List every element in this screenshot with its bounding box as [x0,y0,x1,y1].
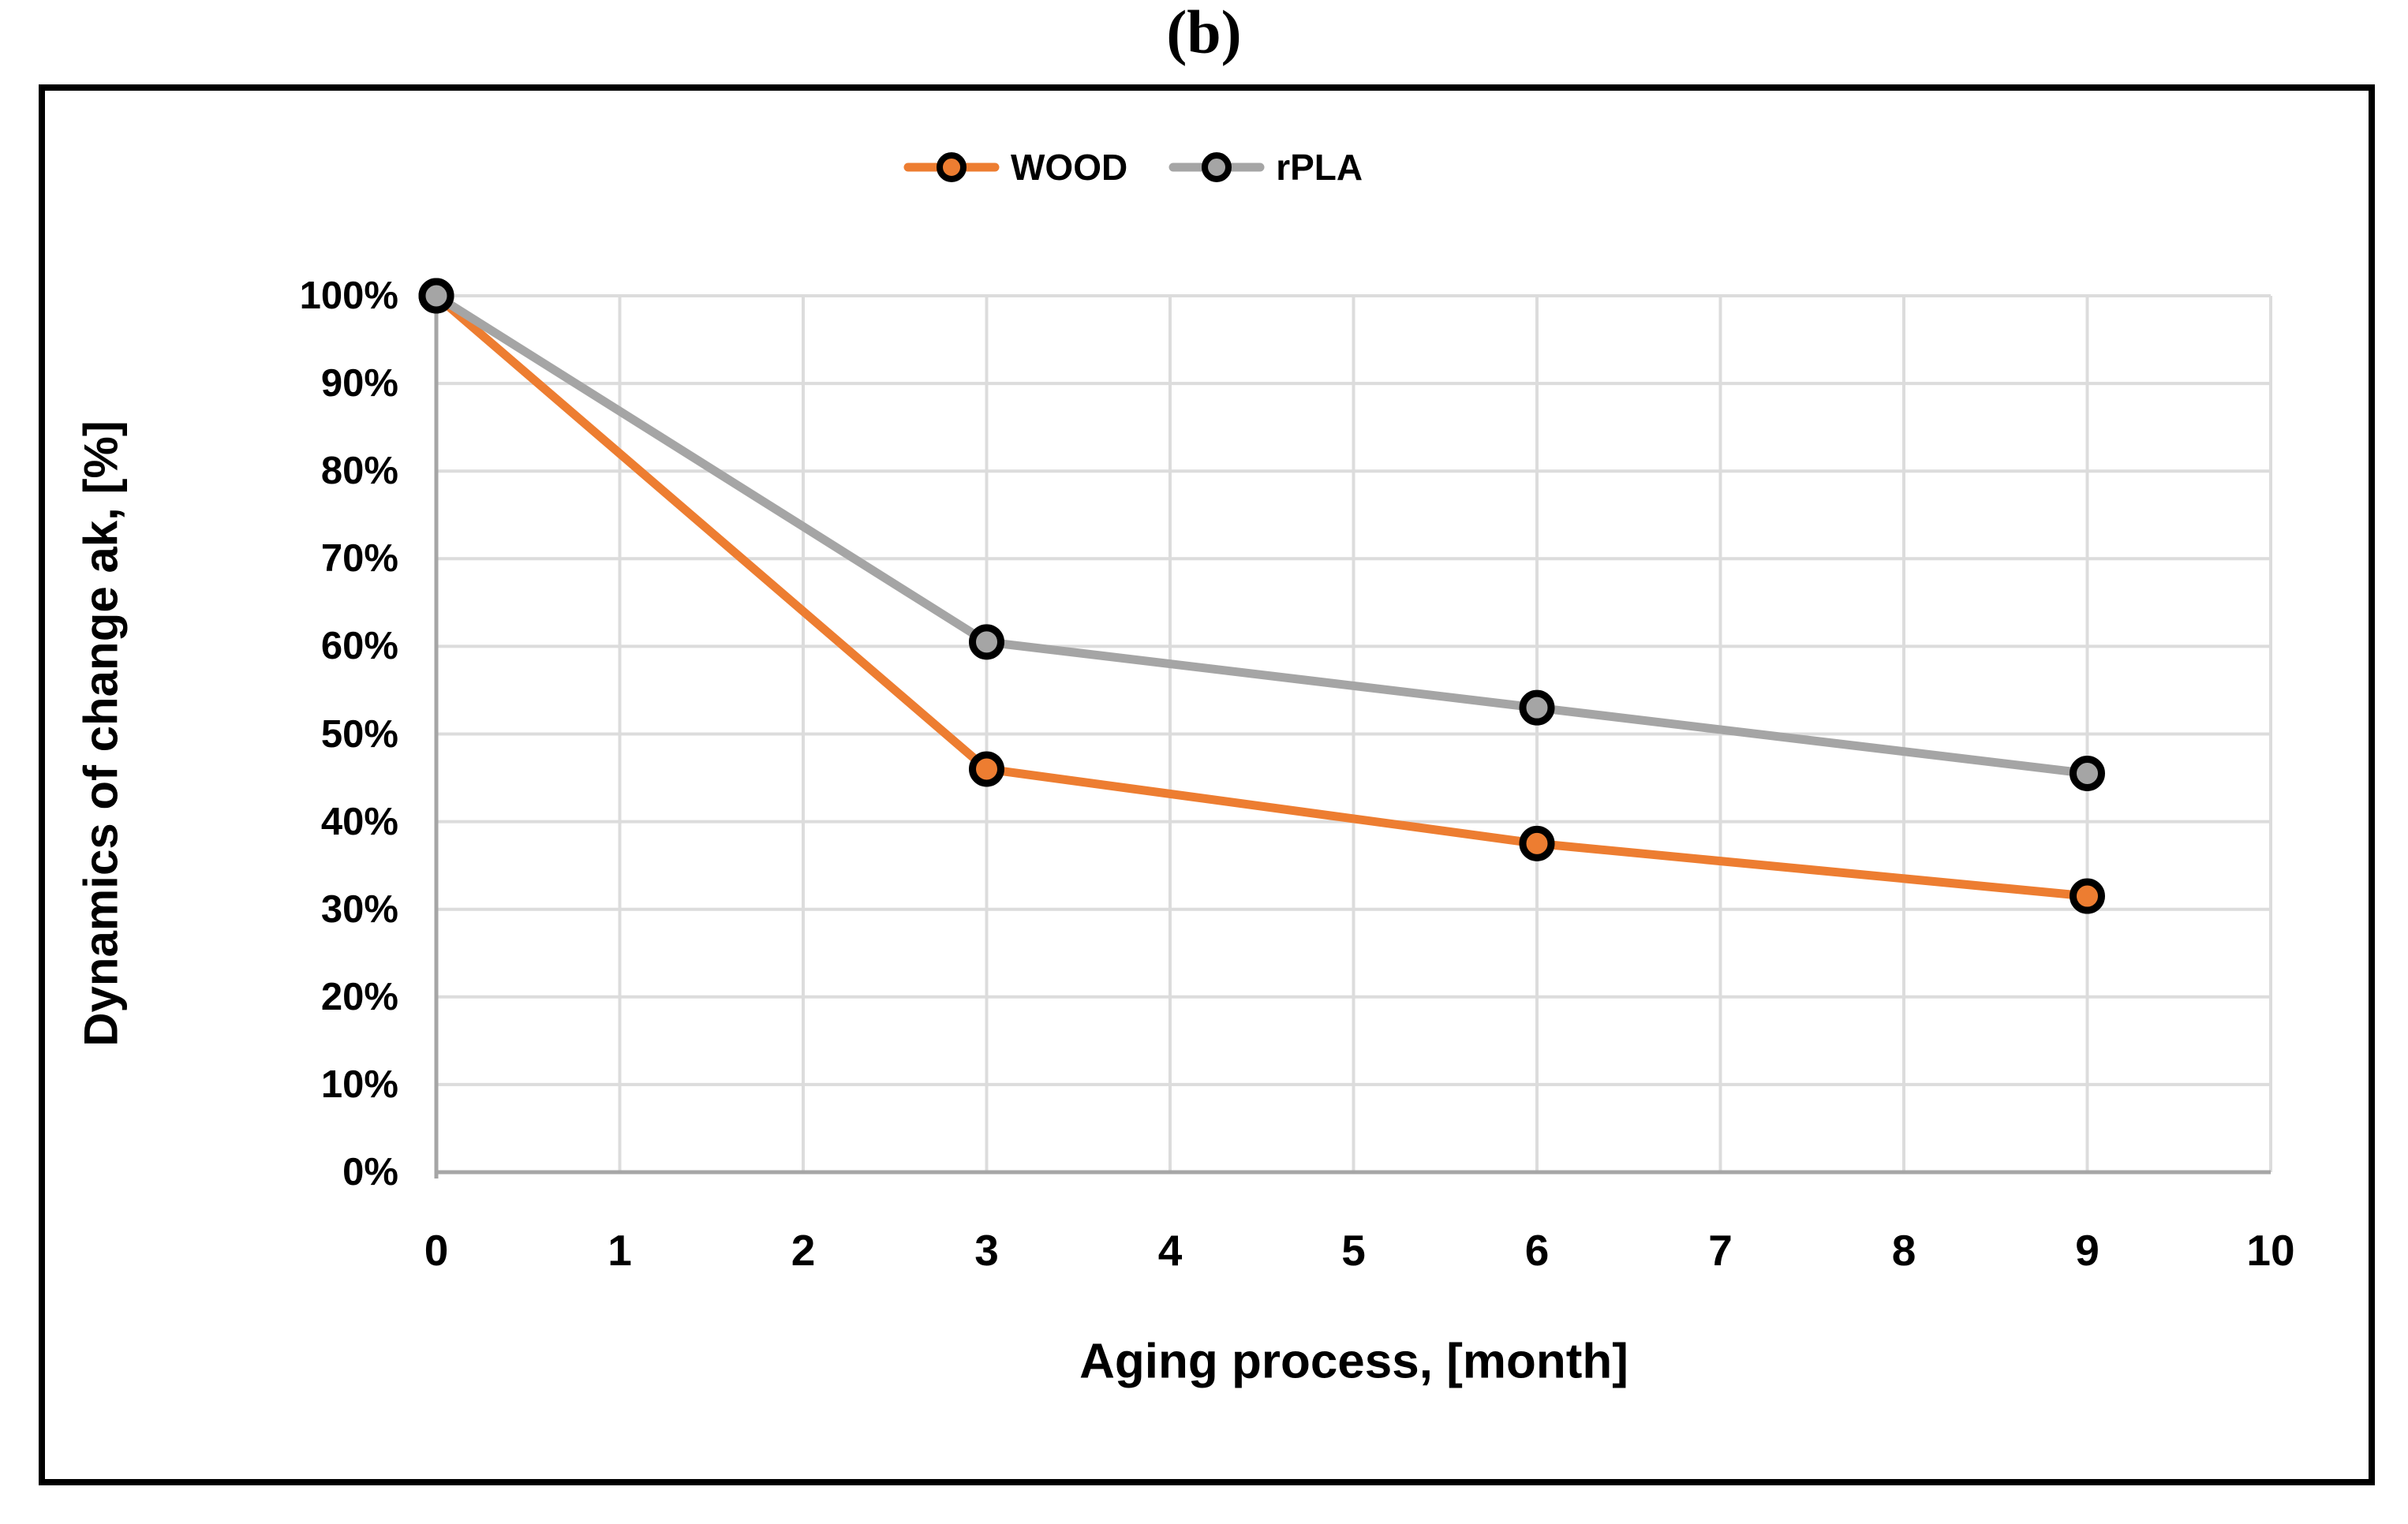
y-tick-label-50%: 50% [320,712,398,756]
x-tick-label-5: 5 [1341,1226,1366,1275]
data-point-WOOD-3 [969,751,1004,787]
x-tick-label-0: 0 [424,1226,449,1275]
x-tick-label-1: 1 [608,1226,632,1275]
data-point-rPLA-6 [1519,689,1555,726]
x-tick-label-3: 3 [974,1226,999,1275]
legend-item-WOOD: WOOD [903,144,1127,190]
data-point-rPLA-9 [2070,755,2105,791]
y-tick-label-20%: 20% [320,975,398,1018]
x-axis-title: Aging process, [month] [1079,1334,1628,1389]
y-tick-label-90%: 90% [320,362,398,405]
legend-marker-WOOD [903,152,1000,182]
series-line-WOOD [432,291,2092,901]
x-tick-label-10: 10 [2246,1226,2295,1275]
series-line-rPLA [432,291,2092,778]
legend-item-rPLA: rPLA [1168,144,1363,190]
y-tick-label-10%: 10% [320,1063,398,1106]
y-tick-label-80%: 80% [320,450,398,493]
legend-marker-rPLA [1168,152,1265,182]
x-tick-label-8: 8 [1891,1226,1916,1275]
y-tick-label-30%: 30% [320,887,398,931]
legend-label-rPLA: rPLA [1276,147,1363,188]
data-point-WOOD-6 [1519,825,1555,861]
x-tick-label-6: 6 [1524,1226,1550,1275]
legend-label-WOOD: WOOD [1011,147,1128,188]
y-tick-label-0%: 0% [342,1151,398,1193]
y-tick-label-70%: 70% [320,537,398,581]
y-tick-label-100%: 100% [299,275,398,317]
y-axis-title: Dynamics of change ak, [%] [74,420,128,1047]
figure-label: (b) [1166,0,1242,66]
data-point-rPLA-0 [418,278,454,314]
x-tick-label-2: 2 [791,1226,816,1275]
x-tick-label-9: 9 [2075,1226,2100,1275]
x-tick-label-4: 4 [1157,1226,1183,1275]
chart-legend: WOOD rPLA [903,144,1363,190]
x-tick-label-7: 7 [1708,1226,1733,1275]
y-tick-label-60%: 60% [320,625,398,668]
data-point-rPLA-3 [969,624,1004,660]
chart-frame [39,84,2375,1485]
data-point-WOOD-9 [2070,878,2105,914]
y-tick-label-40%: 40% [320,800,398,843]
